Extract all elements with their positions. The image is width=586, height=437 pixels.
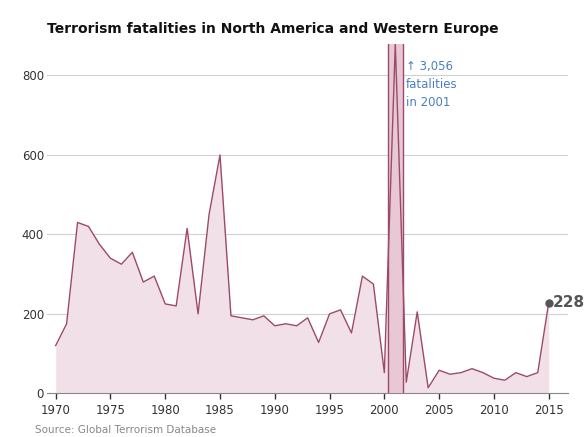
- Text: 228: 228: [553, 295, 585, 310]
- Text: Terrorism fatalities in North America and Western Europe: Terrorism fatalities in North America an…: [47, 21, 499, 35]
- Text: Source: Global Terrorism Database: Source: Global Terrorism Database: [35, 425, 216, 435]
- Text: ↑ 3,056
fatalities
in 2001: ↑ 3,056 fatalities in 2001: [406, 59, 458, 108]
